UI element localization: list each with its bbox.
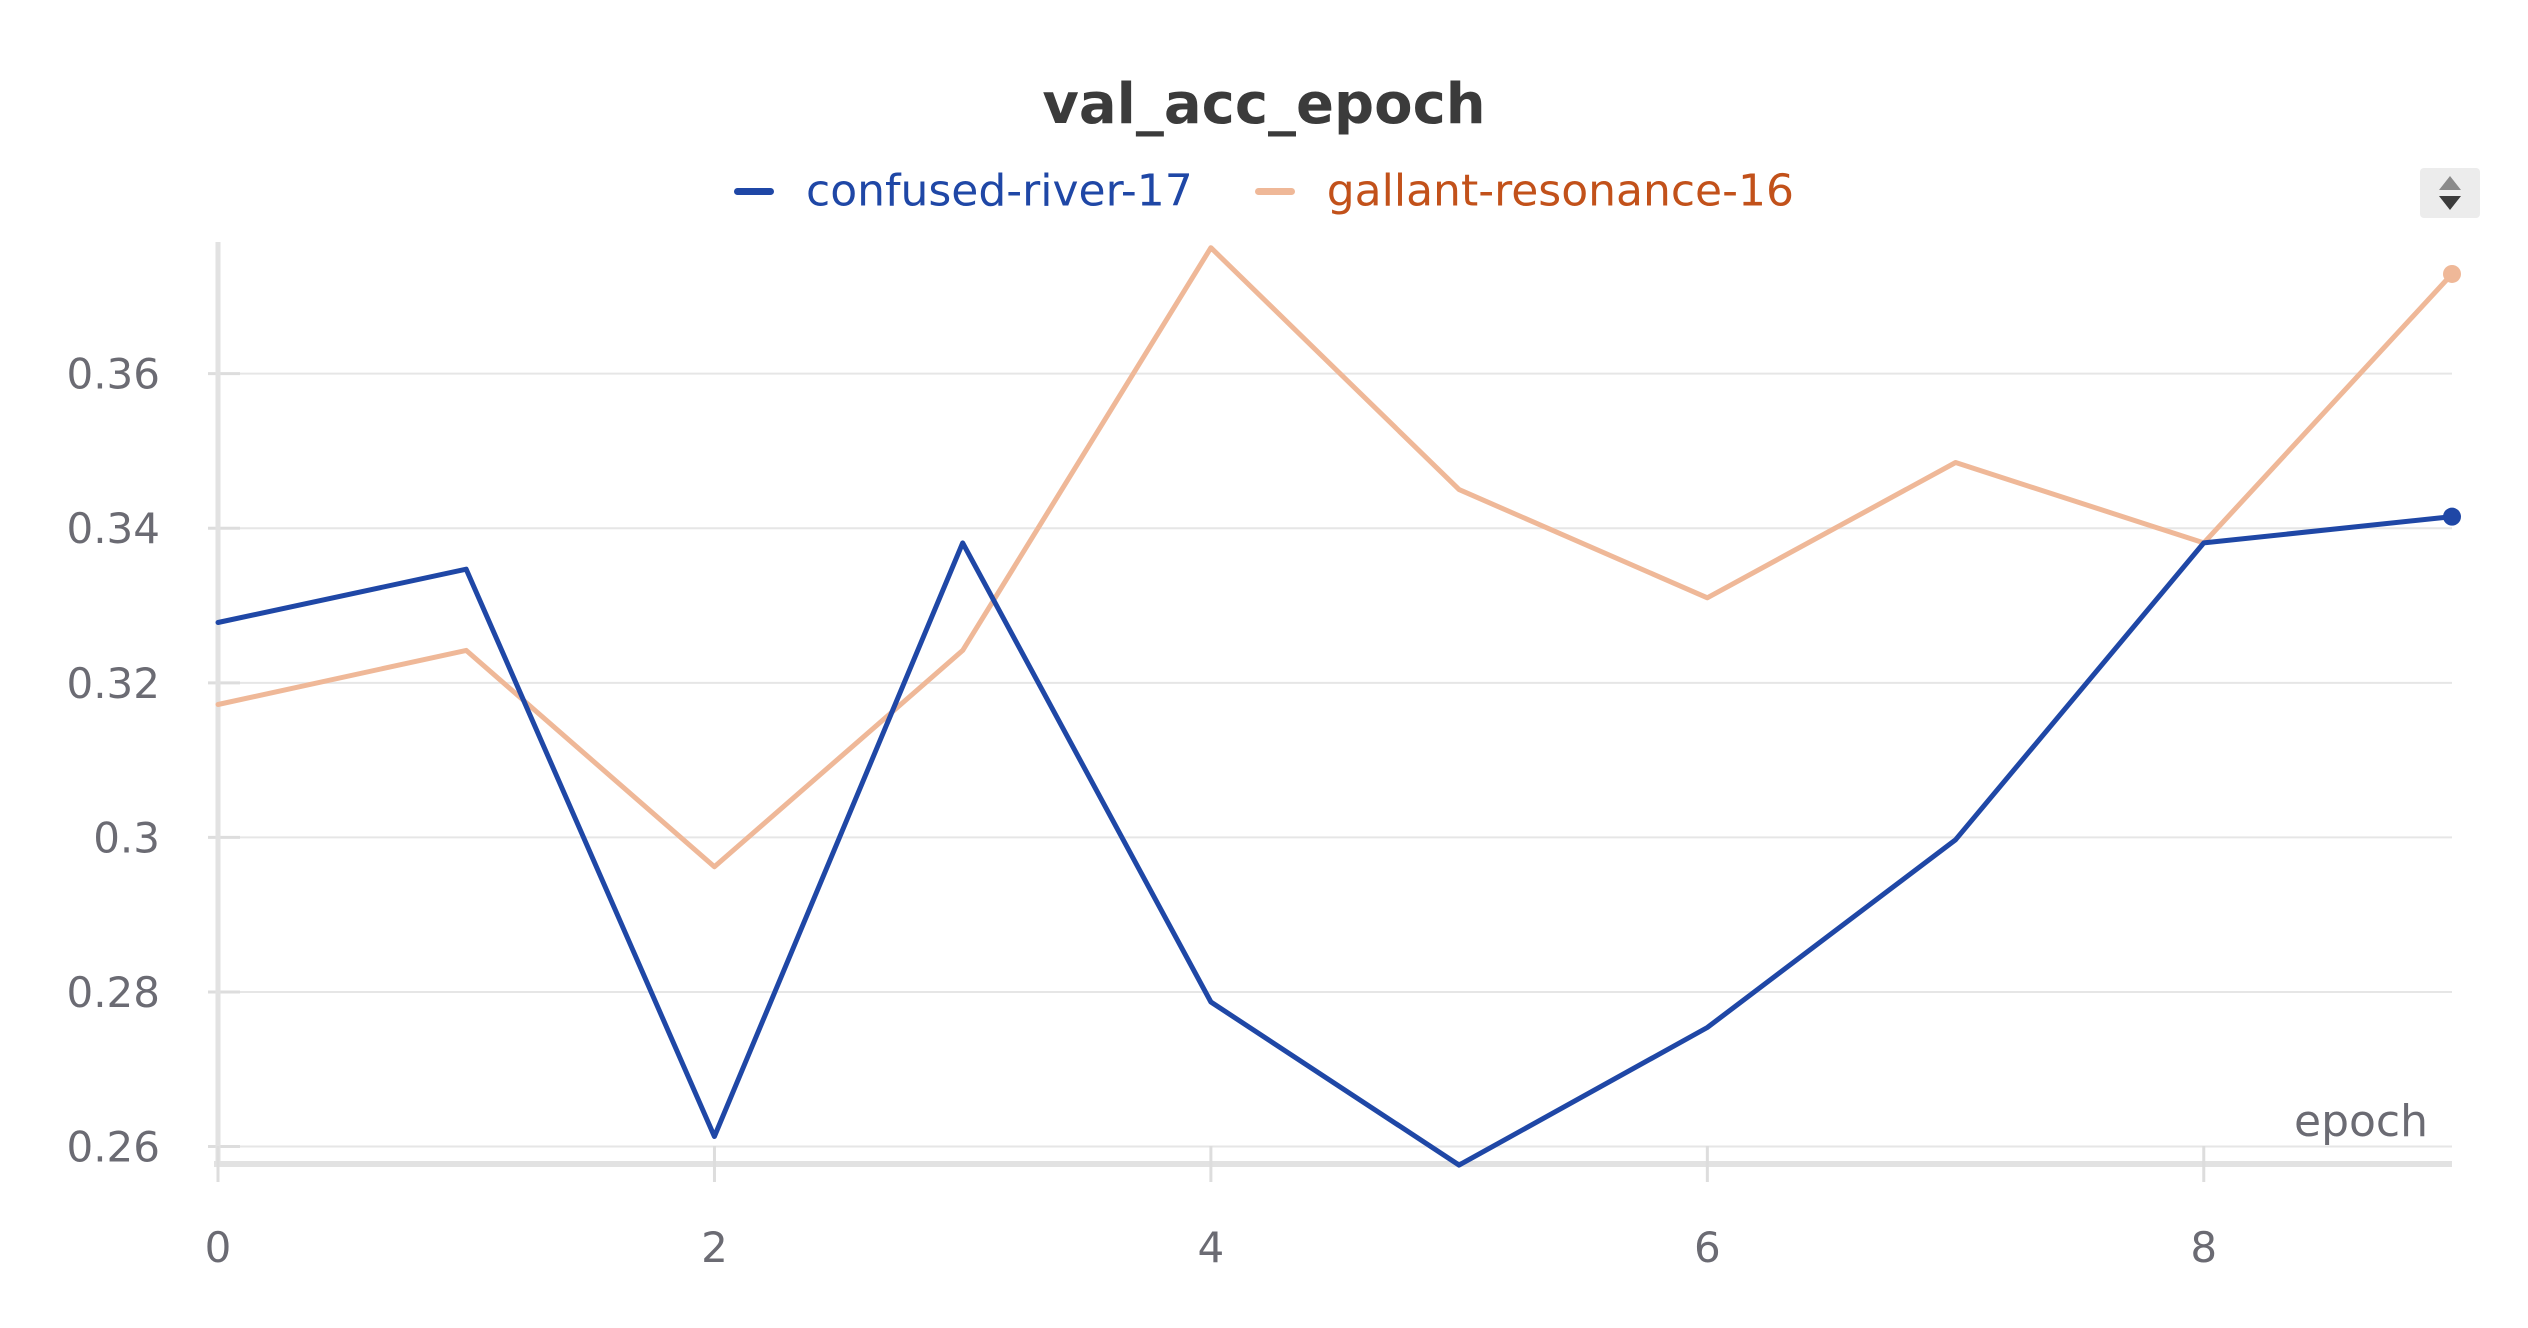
series-layer xyxy=(215,245,2461,1168)
series-end-marker-1 xyxy=(2443,507,2461,526)
x-tick-label: 2 xyxy=(701,1223,728,1272)
y-tick-label: 0.36 xyxy=(66,350,160,399)
y-tick-label: 0.28 xyxy=(66,968,160,1017)
legend-item-series-2[interactable]: gallant-resonance-16 xyxy=(1254,163,1794,217)
legend-swatch-series-1 xyxy=(734,187,774,195)
legend-item-series-1[interactable]: confused-river-17 xyxy=(734,163,1193,217)
grid-layer xyxy=(218,372,2452,1148)
chart-title: val_acc_epoch xyxy=(1042,72,1486,137)
legend-label-series-1: confused-river-17 xyxy=(806,165,1193,217)
x-axis-label: epoch xyxy=(2294,1096,2428,1147)
series-end-marker-2 xyxy=(2443,264,2461,283)
y-tick-label: 0.3 xyxy=(93,813,160,862)
y-tick-label: 0.34 xyxy=(66,504,160,553)
axis-layer: 0.26 0.28 0.3 0.32 0.34 0.36 0 2 4 6 8 xyxy=(66,242,2452,1272)
scroll-up-icon[interactable] xyxy=(2439,176,2461,190)
series-line-1[interactable] xyxy=(215,514,2455,1168)
scroll-down-icon[interactable] xyxy=(2439,196,2461,210)
y-tick-label: 0.26 xyxy=(66,1123,160,1172)
x-tick-label: 8 xyxy=(2190,1223,2217,1272)
x-tick-label: 6 xyxy=(1694,1223,1721,1272)
legend-scroll-stepper[interactable] xyxy=(2420,168,2480,218)
legend-label-series-2: gallant-resonance-16 xyxy=(1326,165,1794,217)
series-line-2[interactable] xyxy=(215,245,2455,870)
y-tick-label: 0.32 xyxy=(66,659,160,708)
legend-swatch-series-2 xyxy=(1254,187,1295,195)
legend: confused-river-17 gallant-resonance-16 xyxy=(0,162,2528,217)
x-tick-label: 4 xyxy=(1198,1223,1225,1272)
x-tick-label: 0 xyxy=(205,1223,232,1272)
